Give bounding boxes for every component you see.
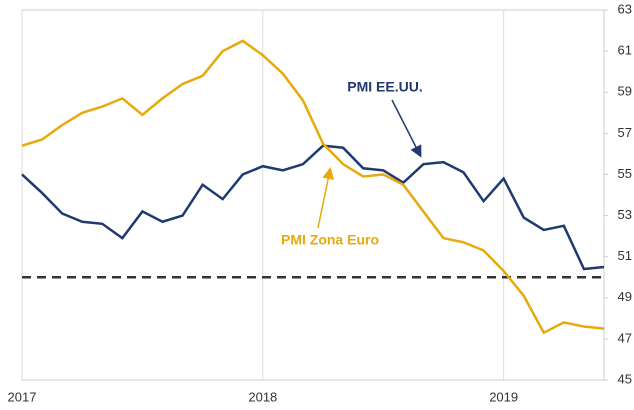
y-tick-label: 61 <box>618 43 632 58</box>
annotation: PMI Zona Euro <box>281 232 379 248</box>
series-line <box>21 144 605 271</box>
annotation-arrow <box>391 99 422 158</box>
y-tick-label: 59 <box>618 84 632 99</box>
y-tick-label: 51 <box>618 248 632 263</box>
annotation-arrow <box>317 167 335 229</box>
y-tick-label: 53 <box>618 207 632 222</box>
y-tick-label: 55 <box>618 166 632 181</box>
y-tick-label: 63 <box>618 1 632 16</box>
series-line <box>21 39 605 335</box>
annotation: PMI EE.UU. <box>347 79 422 95</box>
y-tick-label: 45 <box>618 371 632 386</box>
y-tick-label: 47 <box>618 330 632 345</box>
x-tick-label: 2017 <box>8 389 37 404</box>
x-tick-label: 2018 <box>248 389 277 404</box>
y-tick-label: 57 <box>618 125 632 140</box>
plot-frame <box>21 9 605 381</box>
x-tick-label: 2019 <box>489 389 518 404</box>
y-tick-label: 49 <box>618 289 632 304</box>
